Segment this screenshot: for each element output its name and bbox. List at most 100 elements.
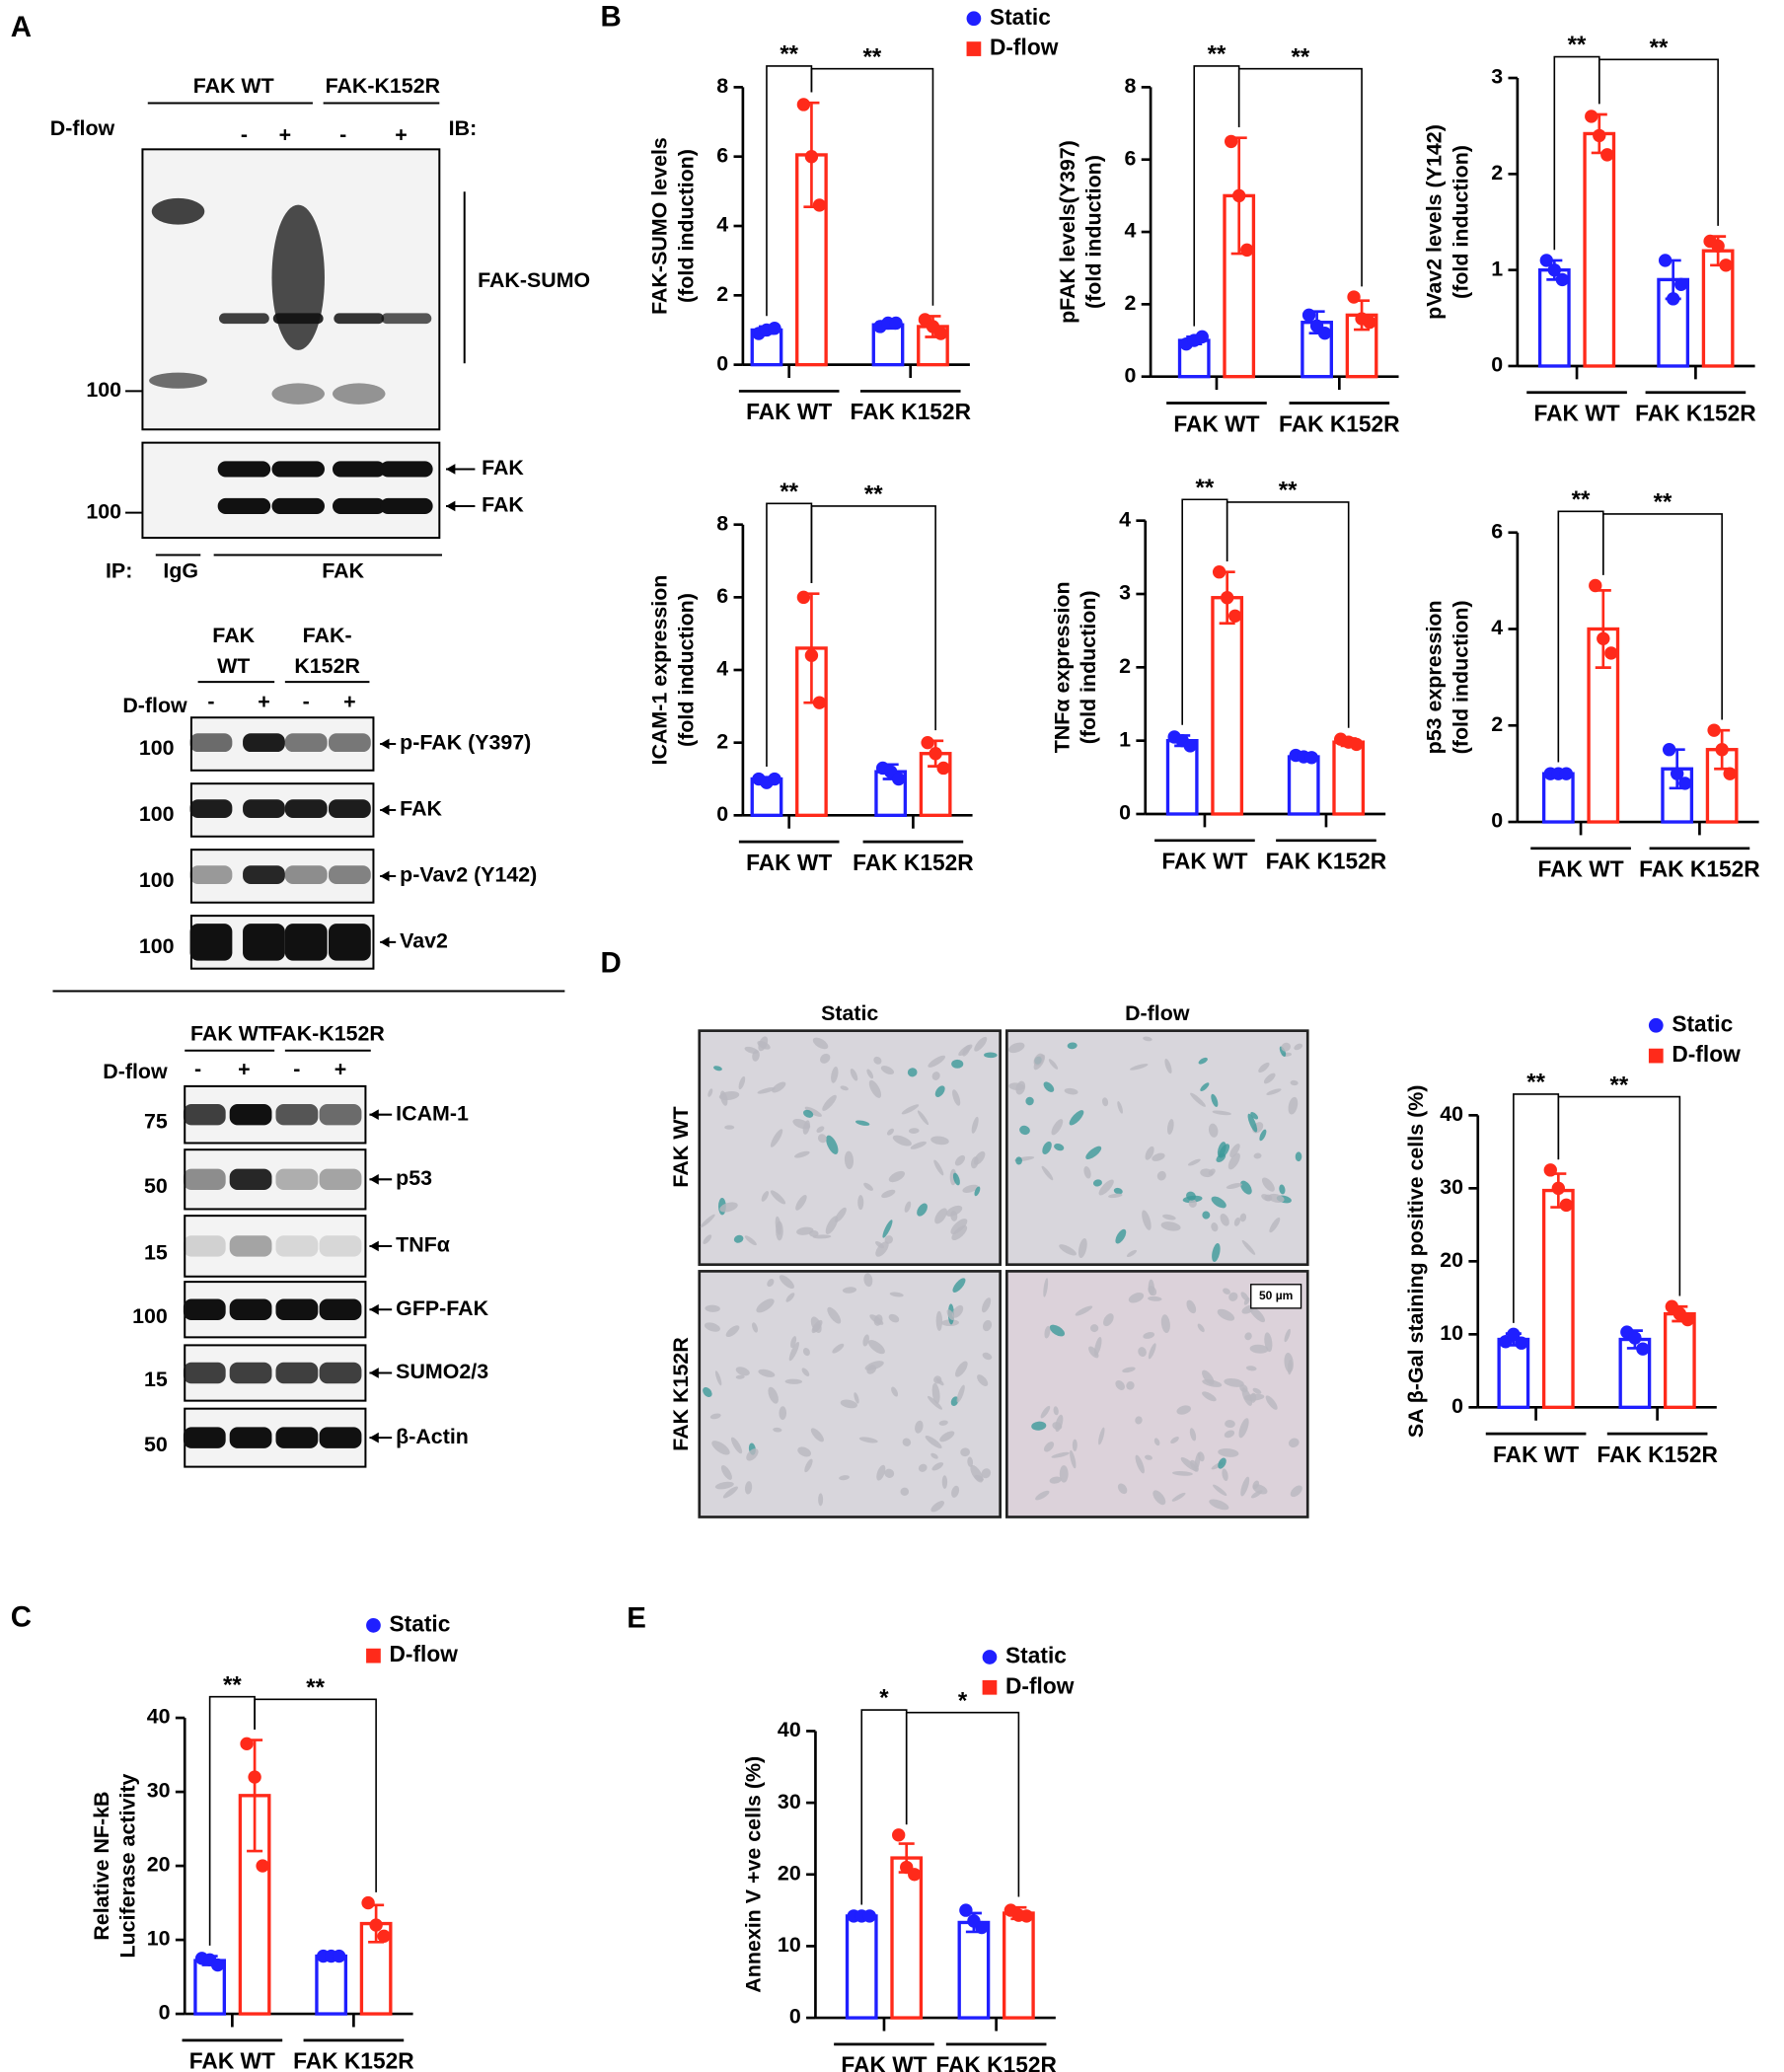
band [271, 461, 325, 478]
blot-label: β-Actin [396, 1425, 469, 1448]
arrow-head [369, 1109, 379, 1121]
data-point [975, 1920, 989, 1935]
data-point [936, 761, 950, 776]
cell [802, 1120, 810, 1135]
y-tick-label: 20 [1440, 1248, 1463, 1272]
bar [957, 1920, 991, 2020]
cell [931, 1382, 940, 1404]
significance-label: ** [1208, 41, 1226, 68]
bar [845, 1914, 878, 2020]
cell [1241, 1239, 1256, 1255]
cell [1041, 1165, 1054, 1181]
band [217, 461, 271, 478]
cell [952, 1278, 966, 1293]
y-tick-label: 8 [716, 511, 728, 535]
cell [930, 1452, 938, 1459]
cell [1249, 1344, 1269, 1354]
cell [1129, 1064, 1149, 1071]
cell [941, 1475, 948, 1489]
data-point [1539, 254, 1553, 267]
cell [1070, 1449, 1077, 1469]
cell [981, 1468, 992, 1479]
significance-bracket [1601, 513, 1723, 720]
cell [1128, 1293, 1145, 1303]
data-point [1224, 134, 1238, 149]
panel-letter: C [11, 1600, 32, 1633]
cell [1043, 1442, 1055, 1452]
data-point [929, 747, 942, 761]
data-point [1212, 565, 1226, 579]
x-tick-label: FAK K152R [935, 2052, 1057, 2072]
significance-label: ** [306, 1674, 325, 1701]
cell [785, 1293, 795, 1302]
cell [1209, 1499, 1229, 1511]
cell [952, 1089, 961, 1106]
cell [1055, 1414, 1064, 1433]
bar [1332, 740, 1366, 816]
data-point [796, 98, 811, 111]
x-tick-label: FAK WT [1493, 1442, 1579, 1467]
sign: + [334, 1057, 347, 1080]
cell [724, 1125, 735, 1130]
y-tick-label: 10 [1440, 1321, 1463, 1345]
data-point [1723, 767, 1737, 780]
mw-label: 100 [86, 378, 121, 402]
cell [1243, 1297, 1250, 1305]
cell [1238, 1418, 1249, 1439]
cell [722, 1486, 738, 1499]
cell [1143, 1036, 1152, 1042]
cell [928, 1055, 946, 1068]
panel-letter: D [600, 946, 621, 979]
cell [881, 1189, 896, 1199]
cell [951, 1059, 964, 1069]
band [275, 1362, 319, 1384]
cell [981, 1297, 992, 1313]
cell [863, 1182, 873, 1191]
band [189, 865, 233, 884]
y-tick-label: 10 [778, 1933, 801, 1957]
bar [1663, 1311, 1696, 1410]
arrow-head [369, 1240, 379, 1252]
cell [1245, 1366, 1257, 1371]
y-tick-label: 6 [1491, 519, 1503, 543]
data-point [812, 198, 827, 212]
x-tick-label: FAK WT [1537, 856, 1623, 882]
data-point [1304, 751, 1318, 765]
data-point [1604, 646, 1618, 660]
significance-label: ** [1292, 43, 1310, 70]
cell [1190, 1092, 1206, 1107]
cell [1290, 1485, 1302, 1498]
significance-label: ** [1279, 478, 1298, 504]
bar [1541, 1188, 1575, 1410]
cell [1265, 1395, 1278, 1410]
cell [773, 1427, 782, 1433]
cell [886, 1128, 894, 1136]
cell [1264, 1332, 1273, 1353]
data-point [921, 735, 934, 750]
cell [982, 1352, 993, 1361]
legend-label: D-flow [1672, 1041, 1741, 1067]
cell [711, 1441, 730, 1455]
data-point [248, 1770, 261, 1784]
cell [839, 1475, 850, 1481]
band [229, 1298, 272, 1320]
significance-label: ** [1196, 475, 1215, 501]
x-tick-label: FAK K152R [1279, 410, 1400, 436]
cell [1160, 1221, 1181, 1231]
cell [1239, 1213, 1247, 1222]
cell [714, 1481, 734, 1490]
band [183, 1427, 226, 1448]
significance-label: ** [780, 41, 798, 68]
column-label: Static [821, 1001, 878, 1025]
cell [951, 1224, 968, 1240]
band [183, 1168, 226, 1191]
cell [956, 1384, 965, 1403]
data-point [1593, 128, 1606, 143]
row-label: D-flow [122, 694, 187, 717]
cell [812, 1234, 832, 1239]
data-point [1363, 316, 1376, 330]
cell [832, 1343, 845, 1354]
cell [844, 1150, 855, 1170]
x-tick-label: FAK K152R [850, 399, 971, 424]
